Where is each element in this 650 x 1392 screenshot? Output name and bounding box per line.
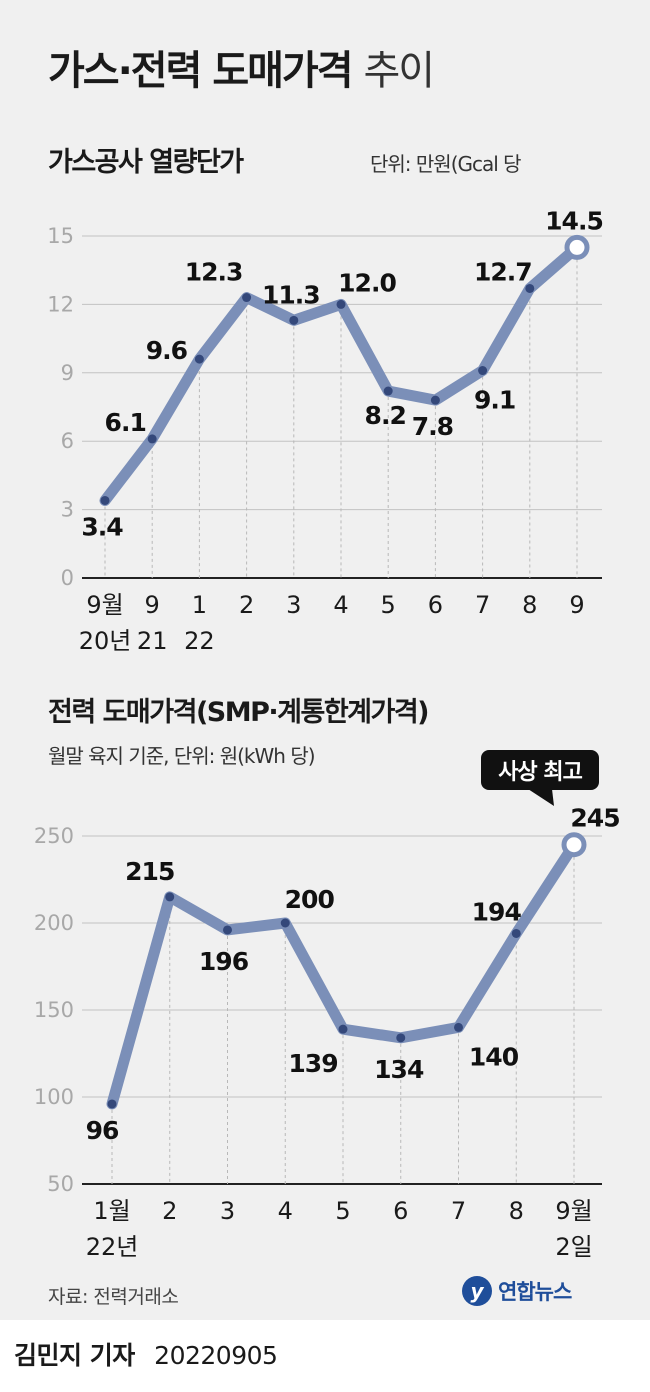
gas-point xyxy=(147,434,157,444)
gas-y-tick-label: 0 xyxy=(61,566,74,590)
power-y-tick-label: 150 xyxy=(34,998,74,1022)
power-data-label: 140 xyxy=(469,1042,519,1071)
title-main: 가스·전력 도매가격 xyxy=(48,48,354,94)
power-x-tick-label: 9월 xyxy=(555,1197,592,1225)
publish-date: 20220905 xyxy=(154,1341,278,1370)
power-data-label: 134 xyxy=(374,1055,424,1084)
gas-y-tick-label: 9 xyxy=(61,361,74,385)
footer-bar xyxy=(0,1320,650,1392)
gas-data-label: 12.7 xyxy=(474,257,532,286)
byline: 김민지 기자 20220905 xyxy=(14,1336,278,1372)
gas-x-tick-label: 3 xyxy=(286,591,301,619)
power-y-tick-label: 250 xyxy=(34,824,74,848)
gas-y-tick-label: 6 xyxy=(61,429,74,453)
record-high-badge-pointer xyxy=(528,789,554,806)
gas-data-label: 3.4 xyxy=(81,512,123,541)
power-point xyxy=(280,918,290,928)
gas-data-label: 6.1 xyxy=(105,408,146,437)
gas-point xyxy=(100,495,110,505)
gas-data-label: 12.0 xyxy=(338,268,396,297)
power-y-tick-label: 50 xyxy=(47,1172,74,1196)
yonhap-logo-text: 연합뉴스 xyxy=(498,1280,572,1304)
power-data-label: 196 xyxy=(199,947,249,976)
gas-data-label: 14.5 xyxy=(545,206,603,235)
gas-y-tick-label: 3 xyxy=(61,498,74,522)
gas-x-tick-label: 1 xyxy=(192,591,207,619)
power-point-latest xyxy=(561,832,587,858)
gas-point xyxy=(242,293,252,303)
power-point xyxy=(338,1024,348,1034)
power-point xyxy=(396,1033,406,1043)
gas-x-tick-label: 9월 xyxy=(86,591,123,619)
power-data-label: 194 xyxy=(472,897,522,926)
gas-x-tick-label: 6 xyxy=(428,591,443,619)
gas-unit: 단위: 만원(Gcal 당 xyxy=(370,152,522,176)
power-data-label: 96 xyxy=(86,1116,119,1145)
gas-data-label: 9.6 xyxy=(146,336,188,365)
gas-point xyxy=(194,354,204,364)
gas-point xyxy=(525,283,535,293)
gas-y-tick-label: 12 xyxy=(47,292,74,316)
power-subtitle: 전력 도매가격(SMP·계통한계가격) xyxy=(48,697,430,728)
yonhap-logo-icon: y xyxy=(462,1276,492,1306)
gas-x-tick-label: 8 xyxy=(522,591,537,619)
gas-point xyxy=(336,299,346,309)
power-x-tick-label: 3 xyxy=(220,1197,235,1225)
gas-x-tick-sublabel: 20년 xyxy=(79,627,132,655)
record-high-badge xyxy=(481,750,599,790)
power-x-tick-sublabel: 2일 xyxy=(555,1233,592,1260)
gas-data-label: 12.3 xyxy=(185,258,243,287)
power-x-tick-sublabel: 22년 xyxy=(86,1233,139,1260)
power-x-tick-label: 8 xyxy=(509,1197,524,1225)
gas-data-label: 8.2 xyxy=(365,401,406,430)
yonhap-logo: y 연합뉴스 xyxy=(462,1276,572,1306)
power-point xyxy=(223,925,232,935)
power-x-tick-label: 6 xyxy=(393,1197,408,1225)
gas-x-tick-label: 5 xyxy=(381,591,396,619)
power-x-tick-label: 4 xyxy=(278,1197,293,1225)
power-data-label: 139 xyxy=(288,1049,337,1078)
power-point xyxy=(107,1099,117,1109)
gas-x-tick-label: 9 xyxy=(145,591,160,619)
gas-data-label: 11.3 xyxy=(262,280,320,309)
power-y-tick-label: 100 xyxy=(34,1085,74,1109)
power-data-label: 215 xyxy=(125,857,174,886)
power-unit: 월말 육지 기준, 단위: 원(kWh 당) xyxy=(48,744,316,768)
power-data-label: 200 xyxy=(285,885,335,914)
gas-point xyxy=(383,386,393,396)
power-price-chart: 50 100 150 200 250 1월 22년 2 3 4 5 6 7 8 9월 2일 96 215 196 20… xyxy=(34,750,621,1260)
record-high-badge-label: 사상 최고 xyxy=(498,760,582,785)
gas-point xyxy=(430,395,440,405)
power-point xyxy=(165,892,175,902)
gas-data-label: 9.1 xyxy=(474,386,515,415)
gas-x-tick-sublabel: 22 xyxy=(184,627,215,655)
gas-x-tick-label: 9 xyxy=(569,591,584,619)
power-x-tick-label: 1월 xyxy=(93,1197,130,1225)
gas-point-latest xyxy=(564,234,590,260)
gas-x-tick-sublabel: 21 xyxy=(137,627,168,655)
page-title: 가스·전력 도매가격 추이 xyxy=(48,38,435,96)
power-point xyxy=(511,928,521,938)
gas-y-tick-label: 15 xyxy=(47,224,74,248)
power-x-tick-label: 7 xyxy=(451,1197,466,1225)
power-y-tick-label: 200 xyxy=(34,911,74,935)
power-x-tick-label: 2 xyxy=(162,1197,177,1225)
reporter-name: 김민지 기자 xyxy=(14,1341,135,1370)
power-point xyxy=(454,1022,463,1032)
gas-data-label: 7.8 xyxy=(412,412,453,441)
gas-point xyxy=(289,315,299,325)
gas-x-tick-label: 2 xyxy=(239,591,254,619)
power-data-label: 245 xyxy=(570,804,619,833)
gas-x-tick-label: 7 xyxy=(475,591,490,619)
gas-subtitle: 가스공사 열량단가 xyxy=(48,147,244,178)
gas-x-tick-label: 4 xyxy=(333,591,348,619)
title-light: 추이 xyxy=(363,48,435,94)
source-note: 자료: 전력거래소 xyxy=(48,1286,179,1308)
power-x-tick-label: 5 xyxy=(335,1197,350,1225)
gas-point xyxy=(478,366,488,376)
